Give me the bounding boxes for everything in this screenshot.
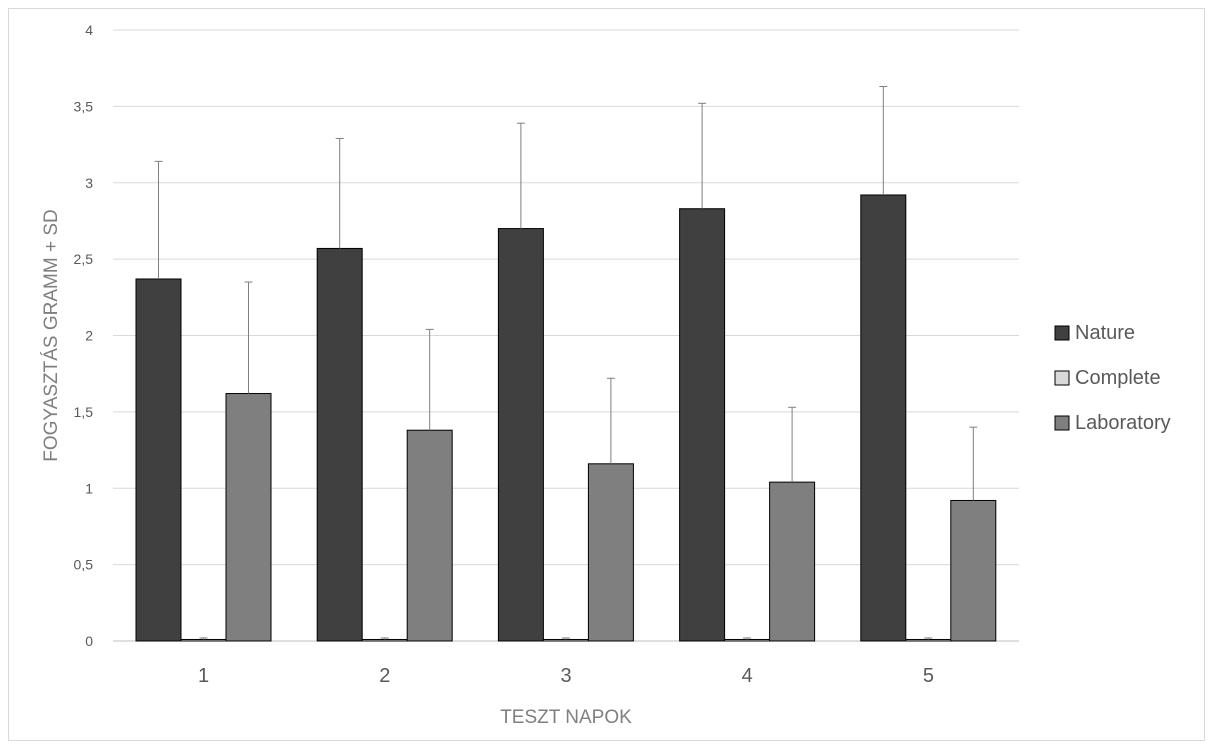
bar-nature-2: [316, 247, 363, 642]
y-tick-label: 0: [85, 633, 93, 649]
x-axis-ticks: 1 2 3 4 5: [198, 665, 934, 687]
x-tick-label: 3: [560, 665, 571, 687]
bar-nature-3: [497, 228, 544, 642]
legend-swatch-nature: [1054, 325, 1070, 341]
x-tick-label: 4: [742, 665, 753, 687]
y-tick-label: 1: [85, 480, 93, 496]
y-tick-label: 3: [85, 175, 93, 191]
chart-frame: 0 0,5 1 1,5 2 2,5 3 3,5 4 1 2 3 4 5 FOGYASZTÁS GRAMM…: [8, 8, 1205, 741]
y-tick-label: 2,5: [74, 251, 94, 267]
y-axis-title: FOGYASZTÁS GRAMM + SD: [41, 209, 62, 461]
bar-nature-4: [679, 208, 726, 642]
x-tick-label: 5: [923, 665, 934, 687]
legend-label-complete: Complete: [1075, 367, 1161, 389]
legend-label-nature: Nature: [1075, 322, 1135, 344]
bar-complete-3: [542, 638, 589, 642]
y-tick-label: 0,5: [74, 557, 94, 573]
bar-complete-2: [361, 638, 408, 642]
x-tick-label: 1: [198, 665, 209, 687]
bar-laboratory-2: [406, 429, 453, 642]
bar-laboratory-4: [769, 481, 816, 642]
y-tick-label: 4: [85, 22, 93, 38]
error-bars: [154, 86, 978, 640]
bar-chart: 0 0,5 1 1,5 2 2,5 3 3,5 4 1 2 3 4 5 FOGYASZTÁS GRAMM…: [41, 22, 1171, 728]
bars: [135, 194, 997, 642]
bar-nature-5: [860, 194, 907, 642]
legend: Nature Complete Laboratory: [1054, 322, 1171, 434]
bar-laboratory-1: [225, 393, 272, 642]
y-axis-ticks: 0 0,5 1 1,5 2 2,5 3 3,5 4: [74, 22, 94, 649]
bar-nature-1: [135, 278, 182, 642]
x-axis-title: TESZT NAPOK: [500, 707, 632, 728]
bar-complete-4: [724, 638, 771, 642]
legend-swatch-complete: [1054, 370, 1070, 386]
legend-swatch-laboratory: [1054, 415, 1070, 431]
bar-complete-1: [180, 638, 227, 642]
bar-laboratory-5: [950, 499, 997, 642]
y-tick-label: 1,5: [74, 404, 94, 420]
x-tick-label: 2: [379, 665, 390, 687]
y-tick-label: 3,5: [74, 98, 94, 114]
bar-complete-5: [905, 638, 952, 642]
legend-label-laboratory: Laboratory: [1075, 412, 1171, 434]
y-tick-label: 2: [85, 328, 93, 344]
bar-laboratory-3: [587, 463, 634, 642]
